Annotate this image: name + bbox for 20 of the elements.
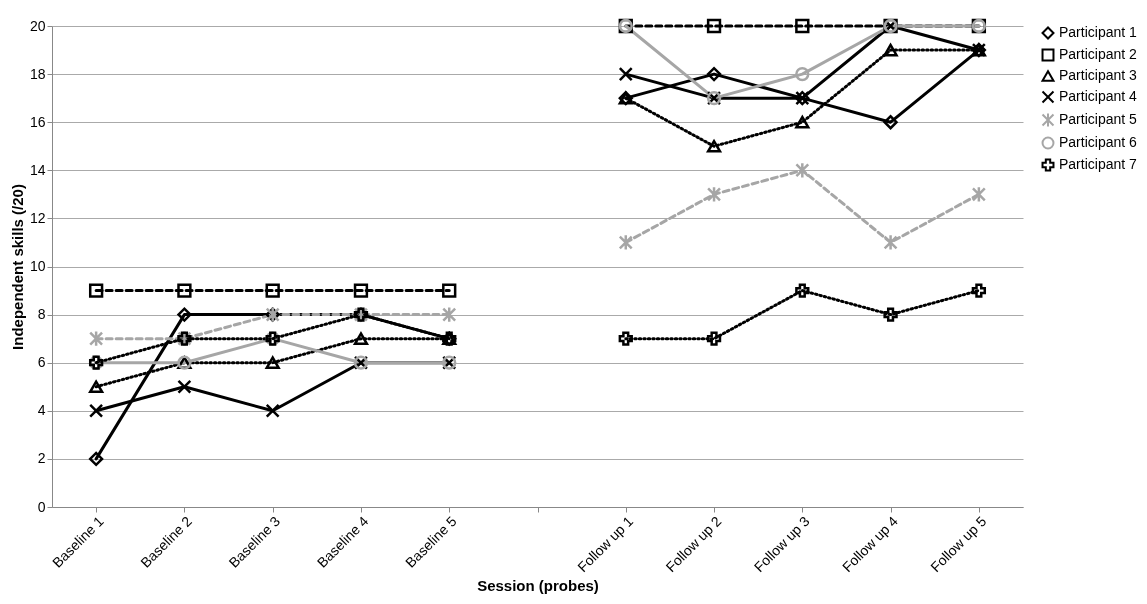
y-tick-label: 20: [29, 17, 46, 34]
y-axis-title: Independent skills (/20): [8, 184, 26, 350]
legend-label: Participant 2: [1059, 46, 1138, 62]
y-tick-label: 14: [29, 161, 46, 178]
y-tick-label: 0: [37, 498, 46, 515]
y-tick-label: 4: [37, 402, 46, 419]
y-tick-label: 10: [29, 258, 46, 274]
y-tick-label: 16: [29, 113, 46, 130]
y-tick-label: 6: [37, 354, 46, 371]
y-tick-label: 8: [37, 306, 46, 323]
legend-label: Participant 4: [1059, 88, 1138, 104]
legend-label: Participant 5: [1059, 111, 1138, 127]
x-axis-title: Session (probes): [477, 577, 599, 595]
y-tick-label: 12: [29, 209, 46, 226]
legend-label: Participant 1: [1059, 24, 1138, 40]
legend-label: Participant 6: [1059, 134, 1138, 150]
legend-label: Participant 7: [1059, 156, 1138, 172]
y-tick-label: 18: [29, 65, 46, 82]
y-tick-label: 2: [37, 450, 46, 467]
legend-label: Participant 3: [1059, 67, 1138, 83]
